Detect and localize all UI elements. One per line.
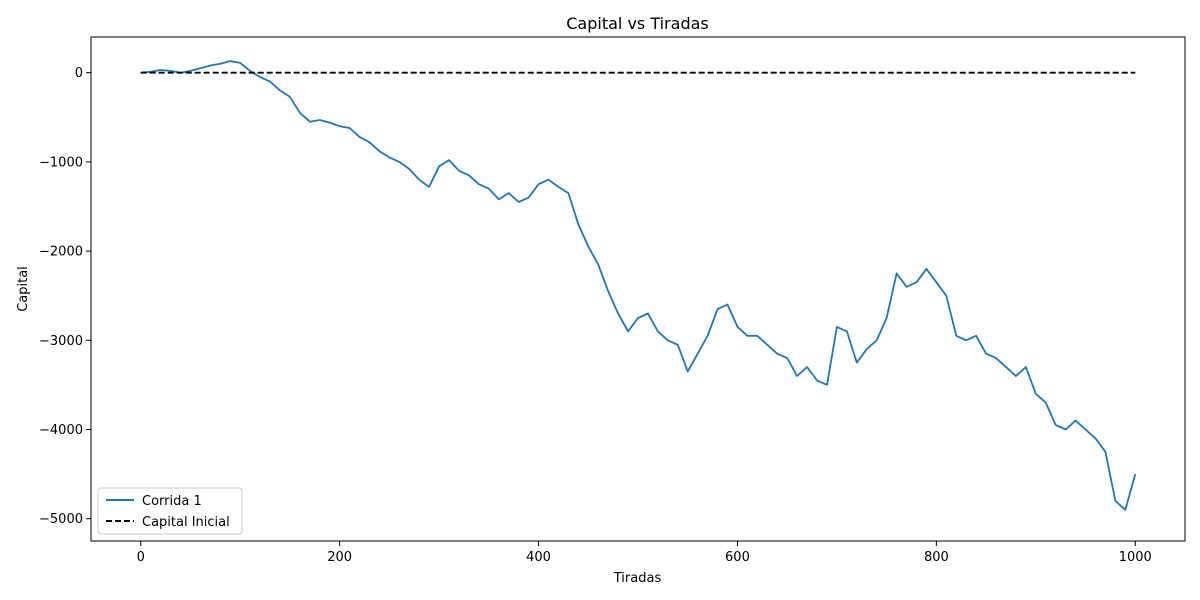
y-tick-label: −2000	[39, 245, 83, 260]
x-tick-label: 200	[327, 550, 352, 565]
y-tick-label: −4000	[39, 423, 83, 438]
x-tick-label: 800	[924, 550, 949, 565]
y-tick-label: −3000	[39, 334, 83, 349]
x-tick-label: 1000	[1119, 550, 1152, 565]
legend: Corrida 1 Capital Inicial	[97, 487, 243, 535]
series-layer	[140, 60, 1137, 511]
y-axis-label: Capital	[16, 266, 31, 312]
y-axis-ticks: 0 −1000 −2000 −3000 −4000 −5000	[39, 66, 91, 527]
chart-title: Capital vs Tiradas	[566, 14, 708, 33]
legend-label-corrida-1: Corrida 1	[142, 494, 202, 509]
x-tick-label: 0	[137, 550, 145, 565]
plot-frame	[90, 36, 1186, 542]
y-tick-label: −1000	[39, 155, 83, 170]
legend-label-capital-inicial: Capital Inicial	[142, 515, 230, 530]
y-tick-label: 0	[75, 66, 83, 81]
x-axis-label: Tiradas	[613, 571, 662, 586]
x-tick-label: 400	[526, 550, 551, 565]
x-axis-ticks: 0 200 400 600 800 1000	[137, 541, 1152, 565]
series-line-corrida-1	[140, 60, 1137, 511]
x-tick-label: 600	[725, 550, 750, 565]
y-tick-label: −5000	[39, 512, 83, 527]
